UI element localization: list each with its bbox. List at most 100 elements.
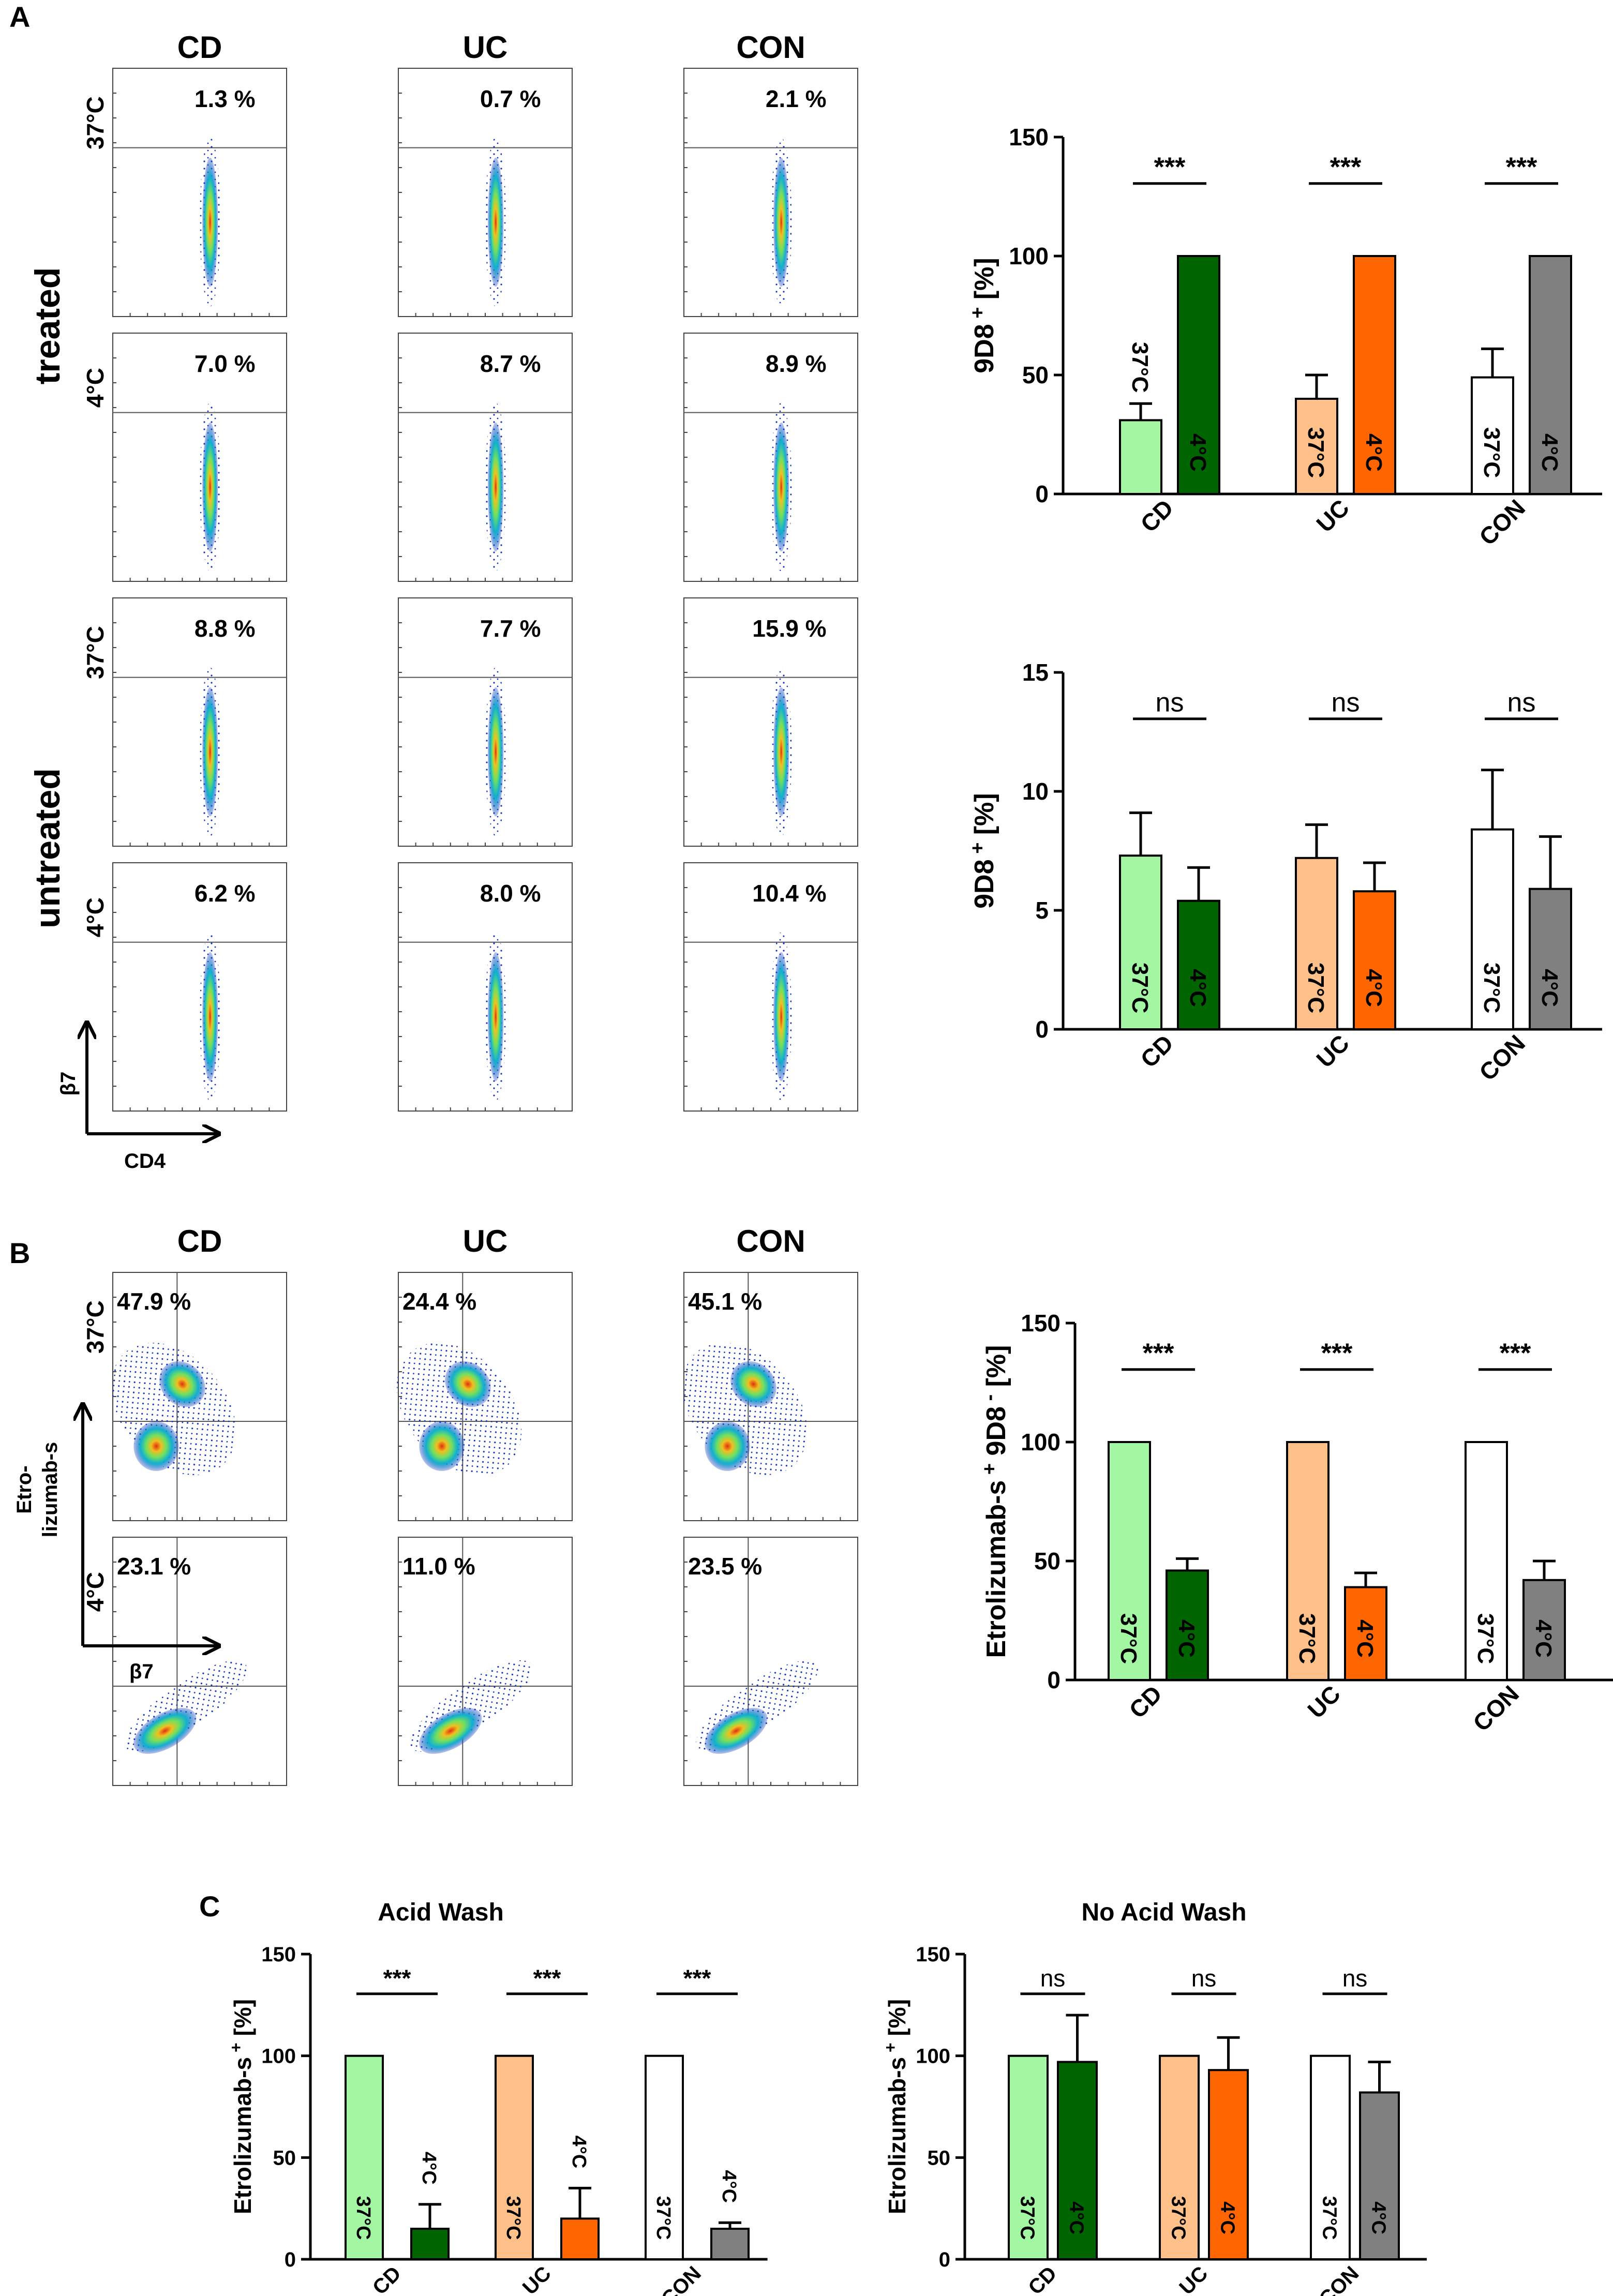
chart-title: No Acid Wash	[1081, 1899, 1246, 1926]
flow-column-header: UC	[463, 30, 508, 65]
bar-label: 4°C	[1368, 2201, 1390, 2234]
bar	[410, 2228, 450, 2260]
y-tick-label: 50	[273, 2147, 296, 2169]
x-tick-label: CON	[657, 2262, 706, 2296]
flow-density-blob	[202, 157, 218, 287]
bar-label: 4°C	[568, 2135, 590, 2168]
panel-a-label: A	[9, 1, 30, 33]
flow-plot-frame	[683, 862, 858, 1112]
flow-column-header: CON	[736, 30, 805, 65]
bar-label: 4°C	[1217, 2201, 1238, 2234]
bar	[1208, 2069, 1249, 2260]
untreated-label: untreated	[28, 768, 67, 928]
flow-percentage: 6.2 %	[195, 880, 256, 907]
x-tick-label: UC	[1311, 494, 1354, 537]
bar	[1008, 2054, 1049, 2261]
bar-label: 4°C	[1531, 1619, 1556, 1658]
x-tick-label: CON	[1474, 1029, 1530, 1086]
flow-percentage: 8.0 %	[480, 880, 541, 907]
flow-row-temp-label: 4°C	[82, 897, 109, 937]
flow-grid-b: CD UC CON 37°C 47.9 % 24.4 % 45.1 % 4°C 23.1 % 11…	[82, 1224, 858, 1786]
bar-label: 37°C	[1168, 2196, 1189, 2240]
flow-percentage: 7.7 %	[480, 615, 541, 642]
bar	[560, 2217, 600, 2261]
y-tick-label: 15	[1022, 659, 1049, 686]
y-tick-label: 100	[261, 2045, 296, 2068]
y-tick-label: 0	[939, 2248, 950, 2271]
flow-density-blob	[133, 1421, 179, 1471]
y-tick-label: 0	[1035, 1016, 1049, 1043]
y-tick-label: 150	[1009, 124, 1049, 151]
flow-percentage: 45.1 %	[688, 1288, 762, 1315]
flow-plot: 8.9 %	[683, 333, 858, 582]
bar	[1465, 1441, 1508, 1681]
flow-plot: 10.4 %	[683, 862, 858, 1112]
bar-label: 4°C	[1537, 969, 1562, 1007]
y-tick-label: 50	[1034, 1548, 1061, 1574]
flow-plot: 7.7 %	[398, 597, 573, 847]
bar	[1295, 398, 1338, 495]
flow-plot-frame	[112, 68, 287, 317]
x-tick-label: UC	[518, 2262, 556, 2296]
bar-label: 4°C	[1352, 1619, 1378, 1658]
flow-plot-frame	[112, 862, 287, 1112]
bar-chart-a-treated: 0 50 100 150 9D8 + [%] 37°C 4°C *** CD 37°C 4°C ***…	[967, 124, 1602, 550]
y-axis-label: Etrolizumab-s + [%]	[881, 1999, 910, 2214]
bar-label: 4°C	[418, 2152, 440, 2185]
bar	[1522, 1579, 1566, 1682]
flow-plot: 11.0 %	[398, 1537, 573, 1786]
flow-percentage: 8.9 %	[766, 350, 827, 377]
x-tick-label: CON	[1474, 494, 1530, 550]
panel-c-label: C	[199, 1890, 220, 1923]
flow-plot: 8.8 %	[112, 597, 287, 847]
bar-label: 37°C	[1319, 2196, 1340, 2240]
bar	[1177, 899, 1220, 1030]
bar-label: 37°C	[1479, 427, 1504, 478]
significance-label: ***	[533, 1965, 561, 1992]
flow-density-blob	[488, 422, 504, 552]
x-tick-label: CON	[1468, 1680, 1524, 1736]
y-tick-label: 150	[261, 1943, 296, 1966]
y-tick-label: 100	[1009, 243, 1049, 269]
axis-label-a-x: CD4	[124, 1150, 166, 1173]
flow-percentage: 7.0 %	[195, 350, 256, 377]
flow-density-blob	[133, 1707, 197, 1754]
bar-label: 4°C	[1185, 433, 1211, 472]
y-tick-label: 100	[1021, 1429, 1061, 1455]
bar-label: 4°C	[1066, 2201, 1087, 2234]
y-tick-label: 5	[1035, 897, 1049, 924]
flow-column-header: CD	[177, 30, 222, 65]
y-tick-label: 100	[916, 2045, 950, 2068]
flow-percentage: 11.0 %	[402, 1553, 475, 1580]
bar-label: 37°C	[352, 2196, 374, 2240]
x-tick-label: CD	[1124, 1680, 1167, 1723]
y-tick-label: 50	[928, 2147, 951, 2169]
x-tick-label: UC	[1302, 1680, 1346, 1723]
flow-plot: 47.9 %	[111, 1272, 287, 1521]
flow-plot: 23.1 %	[112, 1537, 287, 1786]
y-tick-label: 0	[1035, 481, 1049, 507]
flow-density-blob	[705, 1707, 768, 1754]
bar-label: 37°C	[502, 2196, 524, 2240]
x-tick-label: CD	[1135, 494, 1178, 537]
bar-label: 37°C	[1127, 342, 1153, 393]
flow-density-blob	[202, 422, 218, 552]
significance-label: ns	[1507, 688, 1536, 718]
flow-percentage: 23.5 %	[688, 1553, 762, 1580]
flow-column-header: CON	[736, 1224, 805, 1258]
significance-label: ***	[1330, 153, 1362, 183]
bar-label: 37°C	[1303, 963, 1328, 1013]
flow-plot-frame	[112, 597, 287, 847]
axis-label-b-x: β7	[129, 1660, 154, 1683]
flow-plot: 8.7 %	[398, 333, 573, 582]
flow-plot: 15.9 %	[683, 597, 858, 847]
flow-percentage: 8.7 %	[480, 350, 541, 377]
bar-chart-a-untreated: 0 5 10 15 9D8 + [%] 37°C 4°C ns CD 37°C 4°C ns UC 37°…	[967, 659, 1602, 1086]
bar-label: 37°C	[1294, 1613, 1320, 1664]
significance-label: ns	[1156, 688, 1184, 718]
bar	[1471, 376, 1514, 495]
bar-label: 4°C	[1185, 969, 1211, 1007]
flow-plot-frame	[683, 597, 858, 847]
y-axis-label: Etrolizumab-s + [%]	[227, 1999, 256, 2214]
